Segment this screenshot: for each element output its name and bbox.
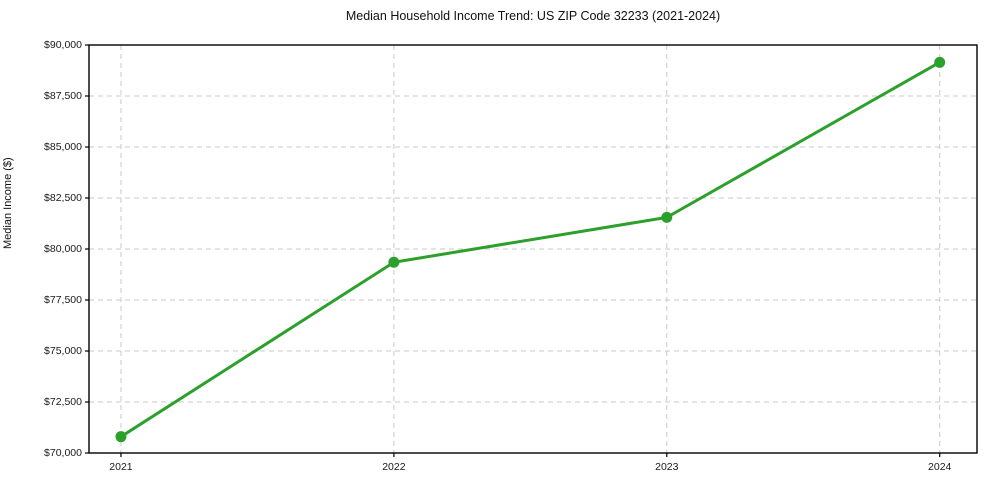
x-tick-label: 2023 bbox=[655, 461, 679, 473]
x-tick-label: 2024 bbox=[928, 461, 952, 473]
y-tick-label: $75,000 bbox=[44, 345, 82, 357]
y-tick-label: $90,000 bbox=[44, 39, 82, 51]
plot-border bbox=[88, 44, 978, 454]
data-point-marker bbox=[115, 431, 127, 443]
x-tick-label: 2022 bbox=[382, 461, 406, 473]
y-tick-label: $80,000 bbox=[44, 243, 82, 255]
y-tick-label: $72,500 bbox=[44, 396, 82, 408]
y-tick-label: $85,000 bbox=[44, 141, 82, 153]
chart-title: Median Household Income Trend: US ZIP Co… bbox=[345, 9, 721, 23]
data-point-marker bbox=[388, 256, 400, 268]
data-point-marker bbox=[934, 56, 946, 68]
data-point-marker bbox=[661, 211, 673, 223]
y-tick-label: $87,500 bbox=[44, 90, 82, 102]
y-tick-label: $82,500 bbox=[44, 192, 82, 204]
y-tick-label: $70,000 bbox=[44, 447, 82, 459]
trend-line bbox=[119, 60, 942, 439]
x-tick-label: 2021 bbox=[109, 461, 133, 473]
y-tick-label: $77,500 bbox=[44, 294, 82, 306]
